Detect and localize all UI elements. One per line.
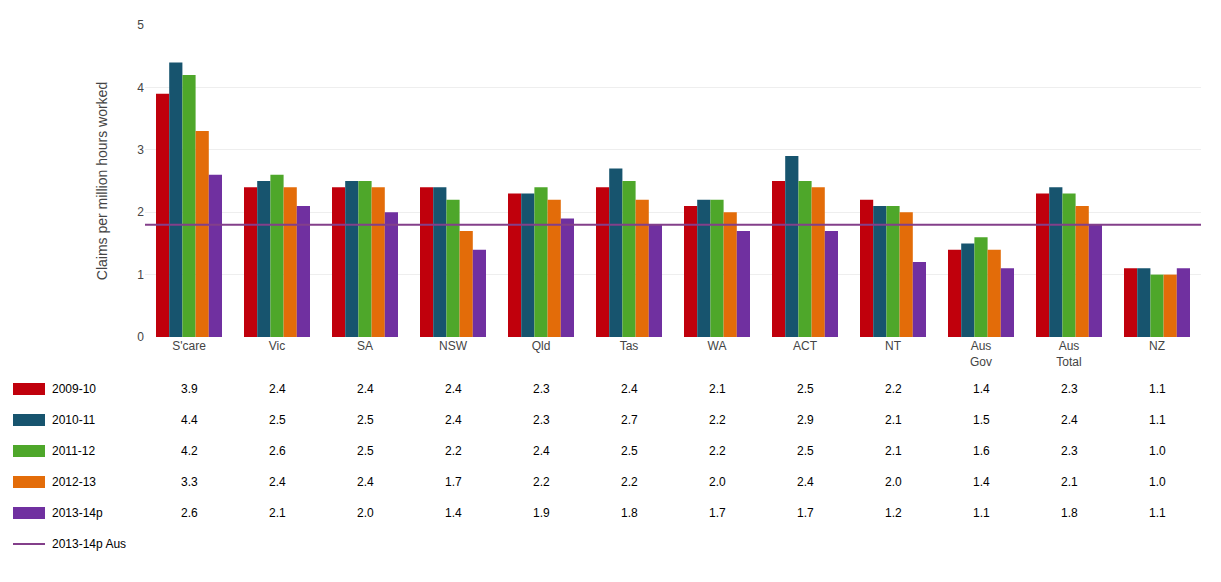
svg-text:NT: NT [885, 339, 902, 353]
svg-text:NSW: NSW [439, 339, 468, 353]
svg-text:1.5: 1.5 [973, 413, 990, 427]
svg-text:0: 0 [137, 330, 144, 344]
svg-text:2.2: 2.2 [885, 382, 902, 396]
svg-text:2.1: 2.1 [269, 506, 286, 520]
svg-text:2.6: 2.6 [269, 444, 286, 458]
svg-text:1.0: 1.0 [1149, 444, 1166, 458]
svg-text:2.1: 2.1 [709, 382, 726, 396]
svg-text:1.8: 1.8 [621, 506, 638, 520]
svg-text:2.4: 2.4 [445, 382, 462, 396]
svg-text:2.5: 2.5 [797, 444, 814, 458]
svg-text:2.3: 2.3 [1061, 444, 1078, 458]
svg-text:3: 3 [137, 143, 144, 157]
svg-text:2.3: 2.3 [1061, 382, 1078, 396]
svg-text:2: 2 [137, 205, 144, 219]
svg-text:1.1: 1.1 [1149, 382, 1166, 396]
svg-text:2.1: 2.1 [1061, 475, 1078, 489]
svg-text:2.5: 2.5 [621, 444, 638, 458]
svg-text:4.4: 4.4 [181, 413, 198, 427]
svg-text:Vic: Vic [269, 339, 285, 353]
svg-text:2.2: 2.2 [709, 444, 726, 458]
svg-text:NZ: NZ [1149, 339, 1165, 353]
svg-text:4: 4 [137, 81, 144, 95]
svg-text:2.4: 2.4 [1061, 413, 1078, 427]
svg-text:2.5: 2.5 [797, 382, 814, 396]
svg-text:Qld: Qld [532, 339, 551, 353]
svg-text:2013-14p: 2013-14p [52, 506, 103, 520]
svg-text:1.1: 1.1 [1149, 413, 1166, 427]
svg-text:2.4: 2.4 [445, 413, 462, 427]
svg-text:Tas: Tas [620, 339, 639, 353]
svg-text:2009-10: 2009-10 [52, 382, 96, 396]
svg-text:4.2: 4.2 [181, 444, 198, 458]
svg-text:1.1: 1.1 [1149, 506, 1166, 520]
svg-text:2.2: 2.2 [445, 444, 462, 458]
svg-text:2.0: 2.0 [885, 475, 902, 489]
svg-text:1.2: 1.2 [885, 506, 902, 520]
svg-text:WA: WA [708, 339, 727, 353]
svg-text:2.4: 2.4 [269, 475, 286, 489]
svg-text:ACT: ACT [793, 339, 818, 353]
svg-text:3.9: 3.9 [181, 382, 198, 396]
svg-text:1.6: 1.6 [973, 444, 990, 458]
svg-text:2.0: 2.0 [357, 506, 374, 520]
svg-text:1.8: 1.8 [1061, 506, 1078, 520]
svg-text:1.7: 1.7 [445, 475, 462, 489]
svg-text:SA: SA [357, 339, 373, 353]
svg-text:2.4: 2.4 [621, 382, 638, 396]
svg-text:2011-12: 2011-12 [52, 444, 95, 458]
svg-text:2.2: 2.2 [621, 475, 638, 489]
svg-text:S'care: S'care [172, 339, 206, 353]
svg-text:1.7: 1.7 [709, 506, 726, 520]
svg-text:2.1: 2.1 [885, 444, 902, 458]
svg-text:2.5: 2.5 [269, 413, 286, 427]
svg-text:2.4: 2.4 [797, 475, 814, 489]
svg-text:2012-13: 2012-13 [52, 475, 96, 489]
svg-text:2.5: 2.5 [357, 413, 374, 427]
svg-text:2.1: 2.1 [885, 413, 902, 427]
svg-text:2010-11: 2010-11 [52, 413, 95, 427]
svg-text:2.5: 2.5 [357, 444, 374, 458]
svg-text:2013-14p Aus: 2013-14p Aus [52, 537, 126, 551]
svg-text:2.4: 2.4 [357, 382, 374, 396]
svg-text:1: 1 [137, 268, 144, 282]
svg-text:2.9: 2.9 [797, 413, 814, 427]
svg-text:1.4: 1.4 [973, 382, 990, 396]
svg-text:2.4: 2.4 [269, 382, 286, 396]
svg-text:1.7: 1.7 [797, 506, 814, 520]
svg-text:2.3: 2.3 [533, 413, 550, 427]
svg-text:2.4: 2.4 [533, 444, 550, 458]
svg-text:2.7: 2.7 [621, 413, 638, 427]
svg-text:Claims per million hours worke: Claims per million hours worked [94, 82, 110, 280]
svg-text:AusTotal: AusTotal [1056, 339, 1081, 369]
svg-text:2.0: 2.0 [709, 475, 726, 489]
svg-text:2.6: 2.6 [181, 506, 198, 520]
svg-text:2.3: 2.3 [533, 382, 550, 396]
svg-text:1.1: 1.1 [973, 506, 990, 520]
svg-text:1.4: 1.4 [445, 506, 462, 520]
svg-text:2.4: 2.4 [357, 475, 374, 489]
svg-text:2.2: 2.2 [709, 413, 726, 427]
svg-text:AusGov: AusGov [970, 339, 992, 369]
svg-text:1.9: 1.9 [533, 506, 550, 520]
svg-text:3.3: 3.3 [181, 475, 198, 489]
svg-text:2.2: 2.2 [533, 475, 550, 489]
svg-text:1.4: 1.4 [973, 475, 990, 489]
svg-text:1.0: 1.0 [1149, 475, 1166, 489]
svg-text:5: 5 [137, 18, 144, 32]
